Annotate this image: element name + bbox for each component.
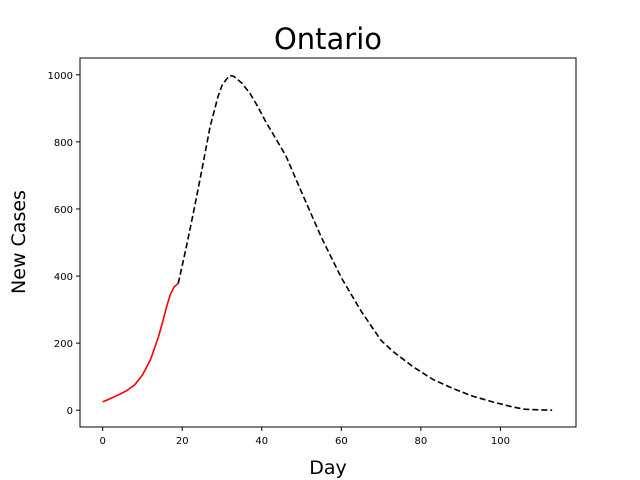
x-tick-label: 100: [491, 436, 510, 447]
y-tick-label: 1000: [48, 71, 73, 82]
series-line-1: [102, 282, 179, 403]
x-axis-ticks: 0 20 40 60 80 100: [99, 427, 510, 447]
plot-area: [79, 57, 577, 428]
plot-frame: [79, 57, 577, 428]
y-axis-label: New Cases: [8, 190, 30, 294]
series-line-2: [177, 74, 553, 412]
x-axis-label: Day: [309, 457, 347, 479]
x-tick-label: 60: [335, 436, 348, 447]
y-tick-label: 800: [54, 138, 73, 149]
x-tick-label: 0: [99, 436, 105, 447]
y-tick-label: 0: [67, 406, 73, 417]
y-axis-ticks: 0 200 400 600 800 1000: [48, 71, 80, 417]
series-layer: [102, 74, 553, 412]
x-tick-label: 40: [255, 436, 268, 447]
chart-title: Ontario: [274, 22, 382, 56]
y-tick-label: 600: [54, 205, 73, 216]
y-tick-label: 200: [54, 339, 73, 350]
x-tick-label: 20: [176, 436, 189, 447]
y-tick-label: 400: [54, 272, 73, 283]
x-tick-label: 80: [415, 436, 428, 447]
